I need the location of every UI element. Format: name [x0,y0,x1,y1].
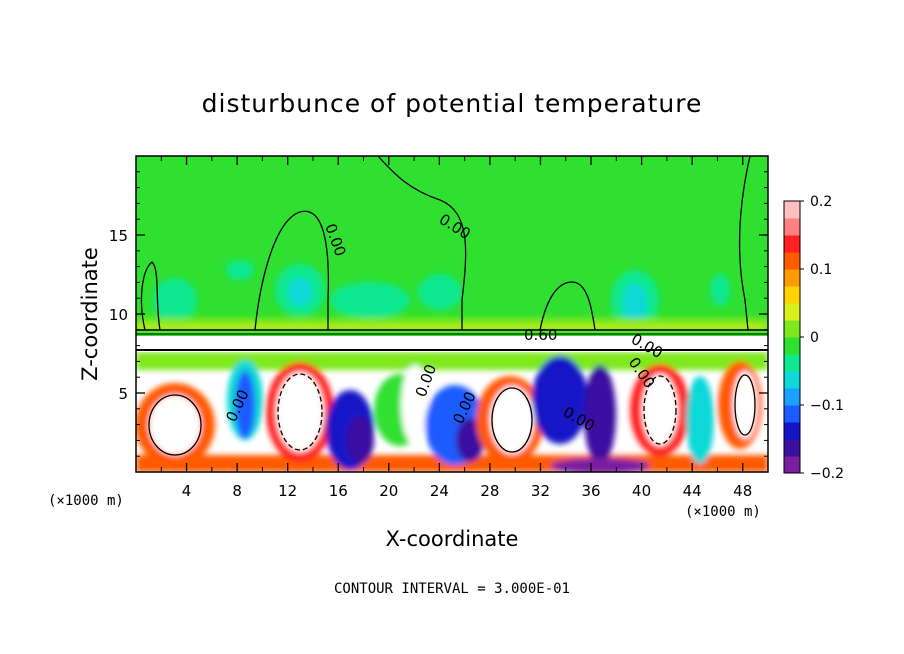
colorbar-tick-label: −0.1 [810,398,844,414]
colorbar-swatch [784,388,800,406]
x-axis-label: X-coordinate [386,527,519,551]
x-tick-label: 32 [531,482,550,500]
colorbar-swatch [784,354,800,372]
x-tick-label: 44 [683,482,702,500]
x-unit-left: (×1000 m) [48,493,124,509]
x-tick-label: 36 [581,482,600,500]
colorbar-swatch [784,337,800,355]
colorbar-tick-label: −0.2 [810,466,844,482]
colorbar-swatch [784,371,800,389]
colorbar-swatch [784,439,800,457]
colorbar-swatch [784,456,800,474]
colorbar-swatch [784,286,800,304]
y-tick-label: 10 [109,306,128,324]
colorbar-swatch [784,218,800,236]
x-tick-label: 40 [632,482,651,500]
x-tick-label: 48 [733,482,752,500]
upper-anomalies [136,260,768,330]
contour-interval-note: CONTOUR INTERVAL = 3.000E-01 [334,581,570,597]
contour-label: 0.60 [524,326,557,344]
y-axis: 5 10 15 [109,171,768,457]
interface-band [136,336,768,352]
y-tick-label: 5 [118,385,128,403]
x-tick-label: 16 [329,482,348,500]
colorbar-tick-label: 0 [810,330,819,346]
colorbar-swatch [784,252,800,270]
colorbar-swatch [784,405,800,423]
colorbar: 0.2 0.1 0 −0.1 −0.2 [783,194,844,482]
colorbar-swatch [784,235,800,253]
colorbar-tick-label: 0.2 [810,194,832,210]
x-tick-label: 8 [232,482,242,500]
x-axis: 4 8 12 16 20 24 28 32 36 40 44 48 [160,156,752,500]
y-tick-label: 15 [109,227,128,245]
colorbar-swatch [784,201,800,219]
colorbar-swatch [784,269,800,287]
x-unit-right: (×1000 m) [685,504,761,520]
upper-field [136,156,768,336]
plot-area [136,156,768,472]
y-axis-label: Z-coordinate [78,247,102,381]
colorbar-swatch [784,422,800,440]
colorbar-tick-label: 0.1 [810,262,832,278]
colorbar-swatch [784,303,800,321]
colorbar-swatch [784,320,800,338]
chart-title: disturbunce of potential temperature [202,89,703,118]
x-tick-label: 4 [182,482,192,500]
x-tick-label: 24 [430,482,449,500]
x-tick-label: 28 [480,482,499,500]
x-tick-label: 20 [379,482,398,500]
contour-lines [140,156,756,456]
x-tick-label: 12 [278,482,297,500]
